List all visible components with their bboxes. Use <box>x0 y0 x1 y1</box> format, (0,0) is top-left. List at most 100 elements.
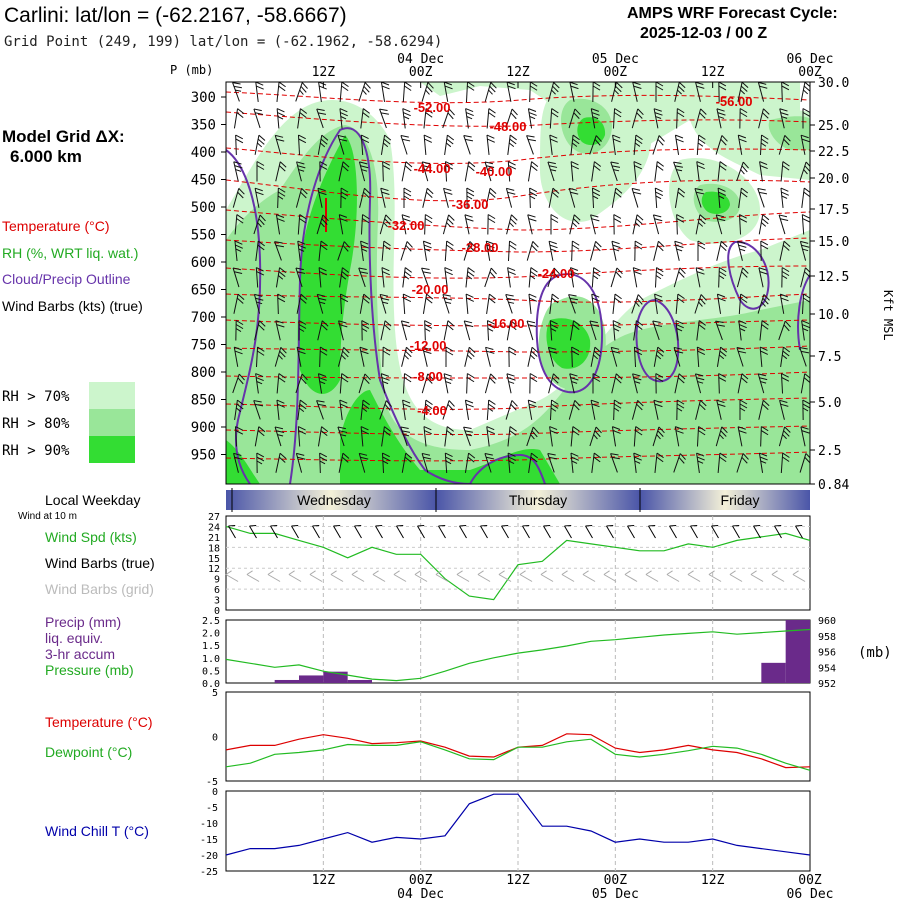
wind-barb <box>401 214 411 235</box>
wind-barb <box>716 346 728 367</box>
wind-barb <box>360 108 370 129</box>
wind-barb-grid <box>225 570 239 582</box>
wind-barb <box>526 320 537 341</box>
weekday-wednesday: Wednesday <box>297 492 371 508</box>
wind-barb <box>739 399 748 420</box>
wind-barb <box>380 134 392 155</box>
pressure-tick-label: 650 <box>191 283 216 299</box>
wind-barb <box>255 82 264 102</box>
wind-barb <box>676 108 685 129</box>
wind-barb <box>255 346 265 368</box>
wind-barb <box>612 320 622 341</box>
wind-barb <box>233 293 245 314</box>
wind-barb <box>443 373 453 394</box>
wind-barb <box>780 161 790 182</box>
wind-barb-true <box>333 525 341 539</box>
wind-barb-grid <box>624 570 638 582</box>
wind-barb <box>653 399 663 420</box>
legend-cloud: Cloud/Precip Outline <box>2 271 131 287</box>
legend-precip-liq: liq. equiv. <box>45 630 103 646</box>
wind-barb <box>358 161 369 182</box>
height-tick-label: 30.0 <box>818 76 849 91</box>
wind-barb <box>381 267 390 288</box>
wind-tick-label: 3 <box>214 596 220 607</box>
wind-barb <box>548 373 560 394</box>
wind-barb <box>633 426 643 447</box>
wind-barb <box>716 240 728 261</box>
isotherm-label: -52.00 <box>414 100 451 115</box>
legend-wind-chill: Wind Chill T (°C) <box>45 823 149 839</box>
wind-barb <box>695 82 705 102</box>
wind-barb <box>464 214 474 235</box>
wind-barb <box>715 135 728 155</box>
wind-barb <box>507 134 517 155</box>
weekday-bg-wednesday <box>226 490 436 510</box>
height-tick-label: 17.5 <box>818 203 849 218</box>
wind-barb <box>337 426 348 447</box>
wind-barb <box>674 82 686 102</box>
wind-barb-true <box>690 525 698 539</box>
isotherm-line <box>226 147 810 164</box>
isotherm-line <box>226 293 810 303</box>
wind-barb <box>295 187 308 208</box>
wind-barb <box>402 373 412 394</box>
wind-barb <box>780 452 790 474</box>
wind-barb <box>442 108 455 129</box>
wind-barb <box>337 241 350 261</box>
wind-barb-grid <box>519 570 533 582</box>
wind-barb <box>505 108 518 129</box>
wind-chill-tick-label: -5 <box>206 803 218 814</box>
wind-barb <box>800 426 810 447</box>
wind-barb <box>591 161 602 182</box>
wind-barb <box>340 187 349 209</box>
wind-barb <box>358 267 369 288</box>
isotherm-line <box>226 397 810 410</box>
temperature-tick-label: -5 <box>206 777 218 788</box>
wind-barb <box>527 161 539 182</box>
wind-barb <box>401 161 413 182</box>
wind-barb <box>548 240 558 261</box>
wind-barb <box>485 187 497 208</box>
wind-barb <box>339 373 349 394</box>
wind-barb <box>277 293 286 315</box>
wind-barb-true <box>228 525 236 539</box>
wind-barb <box>276 108 286 129</box>
wind-barb <box>632 214 644 235</box>
wind-barb <box>400 320 411 341</box>
wind-barb <box>737 82 749 102</box>
wind-barb <box>255 267 265 288</box>
legend-rh-70: RH > 70% <box>2 389 70 405</box>
height-tick-label: 20.0 <box>818 172 849 187</box>
wind-barb <box>610 453 620 473</box>
wind-barb <box>654 267 664 288</box>
wind-barb <box>779 240 791 261</box>
height-tick-label: 7.5 <box>818 350 841 365</box>
wind-barb <box>275 267 287 288</box>
pressure-tick-label: 500 <box>191 200 216 216</box>
wind-barb <box>549 134 558 155</box>
wind-barb <box>589 320 600 341</box>
wind-barb <box>319 161 328 182</box>
wind-barb <box>484 82 497 102</box>
pressure-tick-label: 700 <box>191 310 216 326</box>
wind-barb <box>486 426 495 447</box>
wind-barb <box>382 346 391 368</box>
dewpoint-line <box>225 738 811 771</box>
wind-barb <box>465 293 475 315</box>
height-tick-label: 25.0 <box>818 119 849 134</box>
wind-barb <box>757 82 768 102</box>
wind-barb <box>484 373 497 394</box>
wind-barb <box>529 373 538 394</box>
wind-barb <box>737 240 747 261</box>
wind-tick-label: 15 <box>208 554 220 565</box>
wind-barb <box>695 267 705 288</box>
wind-barb <box>275 161 287 182</box>
wind-barb <box>277 187 286 209</box>
wind-barb <box>674 240 684 261</box>
wind-barb <box>443 187 453 208</box>
wind-barb <box>487 214 496 235</box>
wind-barb <box>486 399 496 421</box>
wind-barb <box>319 452 328 474</box>
wind-barb <box>337 346 350 367</box>
wind-barb <box>254 134 266 155</box>
